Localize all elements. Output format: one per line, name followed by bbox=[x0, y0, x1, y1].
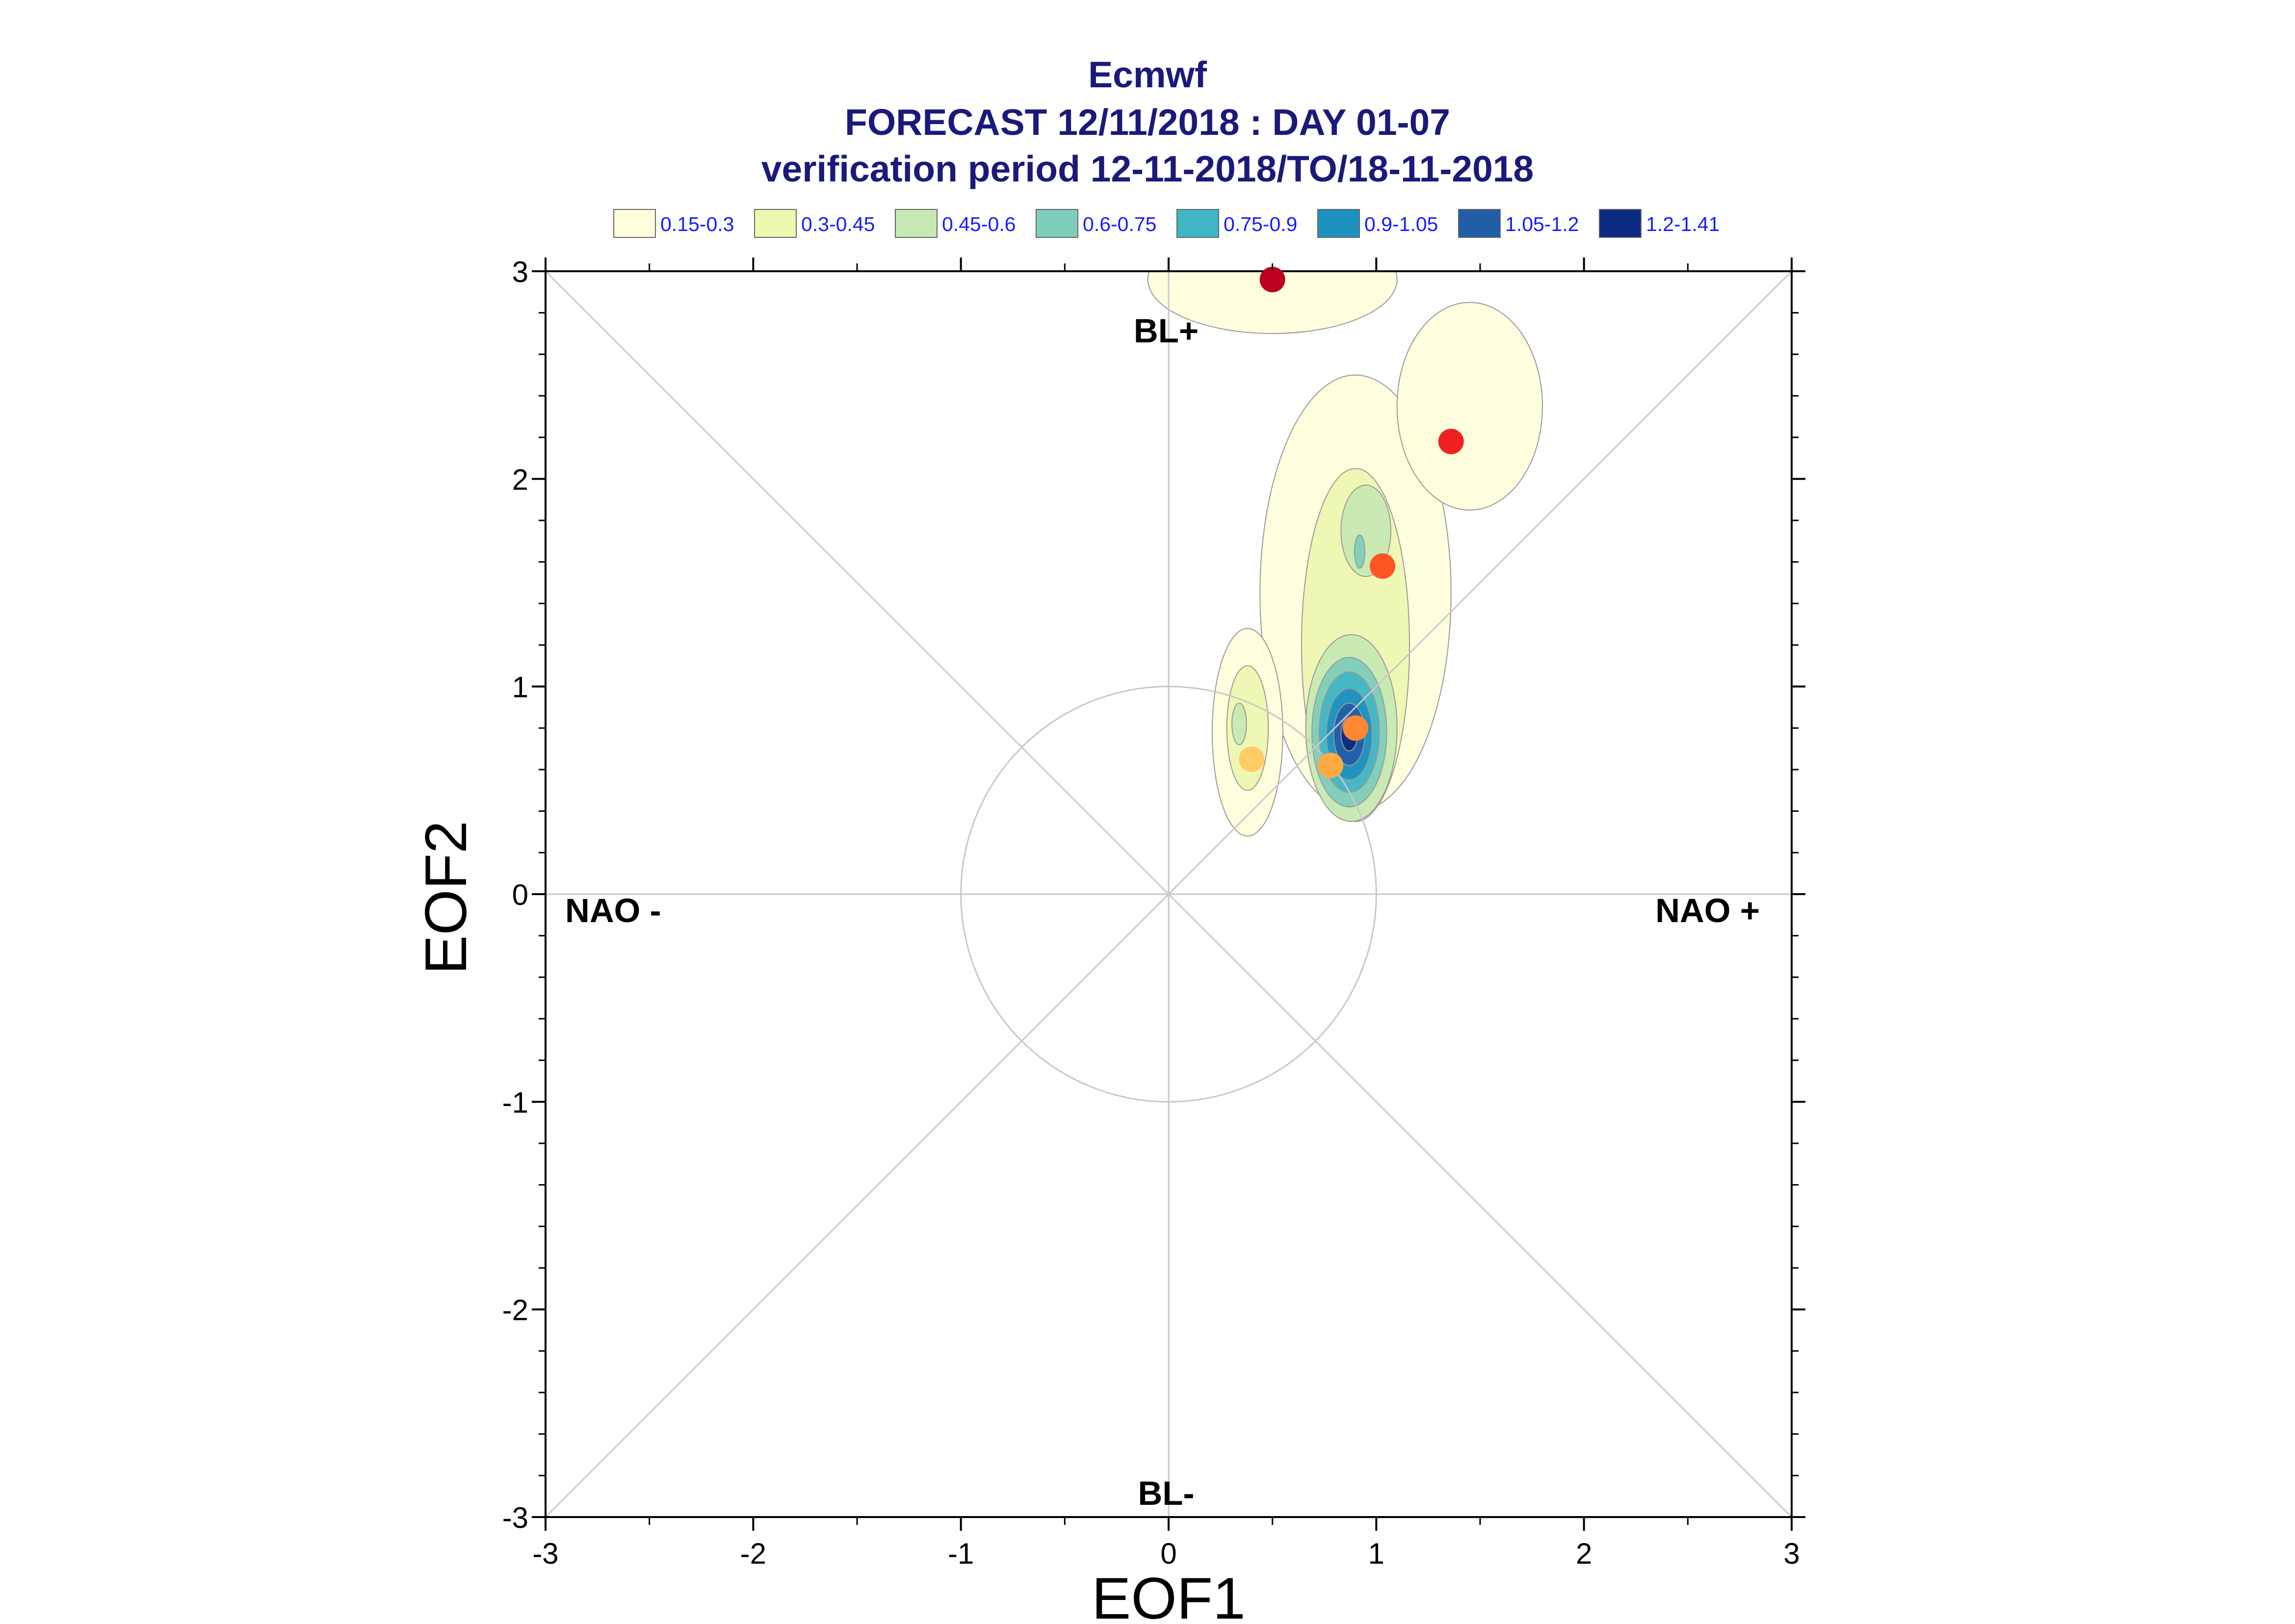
legend-swatch bbox=[613, 209, 656, 238]
data-point bbox=[1318, 752, 1344, 778]
guide-lines bbox=[545, 270, 1793, 1518]
regime-label: BL+ bbox=[1134, 312, 1199, 350]
x-tick-label: -2 bbox=[740, 1537, 766, 1570]
legend-swatch bbox=[1458, 209, 1501, 238]
y-tick-label: 0 bbox=[512, 878, 528, 911]
legend: 0.15-0.3 0.3-0.45 0.45-0.6 0.6-0.75 0.75-0.9… bbox=[613, 209, 1720, 238]
density-contour bbox=[1340, 485, 1391, 577]
legend-swatch bbox=[1317, 209, 1360, 238]
data-point bbox=[1239, 746, 1265, 772]
chart-subtitle-2: verification period 12-11-2018/TO/18-11-… bbox=[761, 148, 1534, 189]
data-point bbox=[1343, 715, 1368, 741]
legend-swatch bbox=[1036, 209, 1078, 238]
data-point bbox=[1259, 266, 1285, 292]
regime-label: NAO + bbox=[1655, 892, 1760, 929]
x-tick-label: 1 bbox=[1368, 1537, 1384, 1570]
density-contour bbox=[1396, 302, 1543, 511]
legend-label: 0.6-0.75 bbox=[1083, 213, 1156, 235]
axis-ticks: -3 -2 -1 0 1 2 3 -3 -2 -1 0 1 2 3 bbox=[502, 256, 1805, 1570]
y-tick-label: -1 bbox=[502, 1086, 528, 1119]
chart-titles: Ecmwf FORECAST 12/11/2018 : DAY 01-07 ve… bbox=[761, 54, 1534, 189]
density-contour bbox=[1231, 702, 1247, 746]
data-point bbox=[1438, 429, 1464, 455]
unit-circle bbox=[960, 686, 1377, 1103]
x-tick-label: 3 bbox=[1783, 1537, 1799, 1570]
legend-swatch bbox=[895, 209, 938, 238]
density-contour bbox=[1354, 534, 1366, 569]
x-tick-label: 2 bbox=[1576, 1537, 1592, 1570]
diagonal-line bbox=[545, 270, 1793, 1518]
legend-label: 0.75-0.9 bbox=[1224, 213, 1297, 235]
regime-label: NAO - bbox=[565, 892, 661, 929]
daily-points bbox=[1239, 266, 1464, 778]
x-tick-label: -3 bbox=[532, 1537, 558, 1570]
y-tick-label: 2 bbox=[512, 463, 528, 496]
legend-label: 1.05-1.2 bbox=[1505, 213, 1579, 235]
legend-swatch bbox=[1176, 209, 1219, 238]
data-point bbox=[1370, 553, 1396, 579]
y-tick-label: 3 bbox=[512, 256, 528, 288]
regime-labels: BL+ BL- NAO - NAO + bbox=[565, 312, 1760, 1512]
chart-subtitle-1: FORECAST 12/11/2018 : DAY 01-07 bbox=[845, 102, 1450, 143]
legend-swatch bbox=[754, 209, 797, 238]
y-tick-label: 1 bbox=[512, 671, 528, 704]
y-tick-label: -3 bbox=[502, 1501, 528, 1534]
legend-label: 0.45-0.6 bbox=[942, 213, 1016, 235]
x-tick-label: -1 bbox=[948, 1537, 974, 1570]
legend-label: 0.3-0.45 bbox=[801, 213, 875, 235]
y-axis-title: EOF2 bbox=[413, 821, 479, 974]
x-tick-label: 0 bbox=[1160, 1537, 1176, 1570]
legend-swatch bbox=[1599, 209, 1642, 238]
legend-label: 0.9-1.05 bbox=[1364, 213, 1438, 235]
x-axis-title: EOF1 bbox=[1092, 1566, 1245, 1624]
density-contour bbox=[1147, 271, 1398, 334]
legend-label: 1.2-1.41 bbox=[1646, 213, 1720, 235]
y-tick-label: -2 bbox=[502, 1294, 528, 1327]
regime-label: BL- bbox=[1138, 1474, 1195, 1512]
chart-title: Ecmwf bbox=[1088, 54, 1207, 95]
density-contours bbox=[1147, 271, 1543, 837]
legend-label: 0.15-0.3 bbox=[660, 213, 734, 235]
